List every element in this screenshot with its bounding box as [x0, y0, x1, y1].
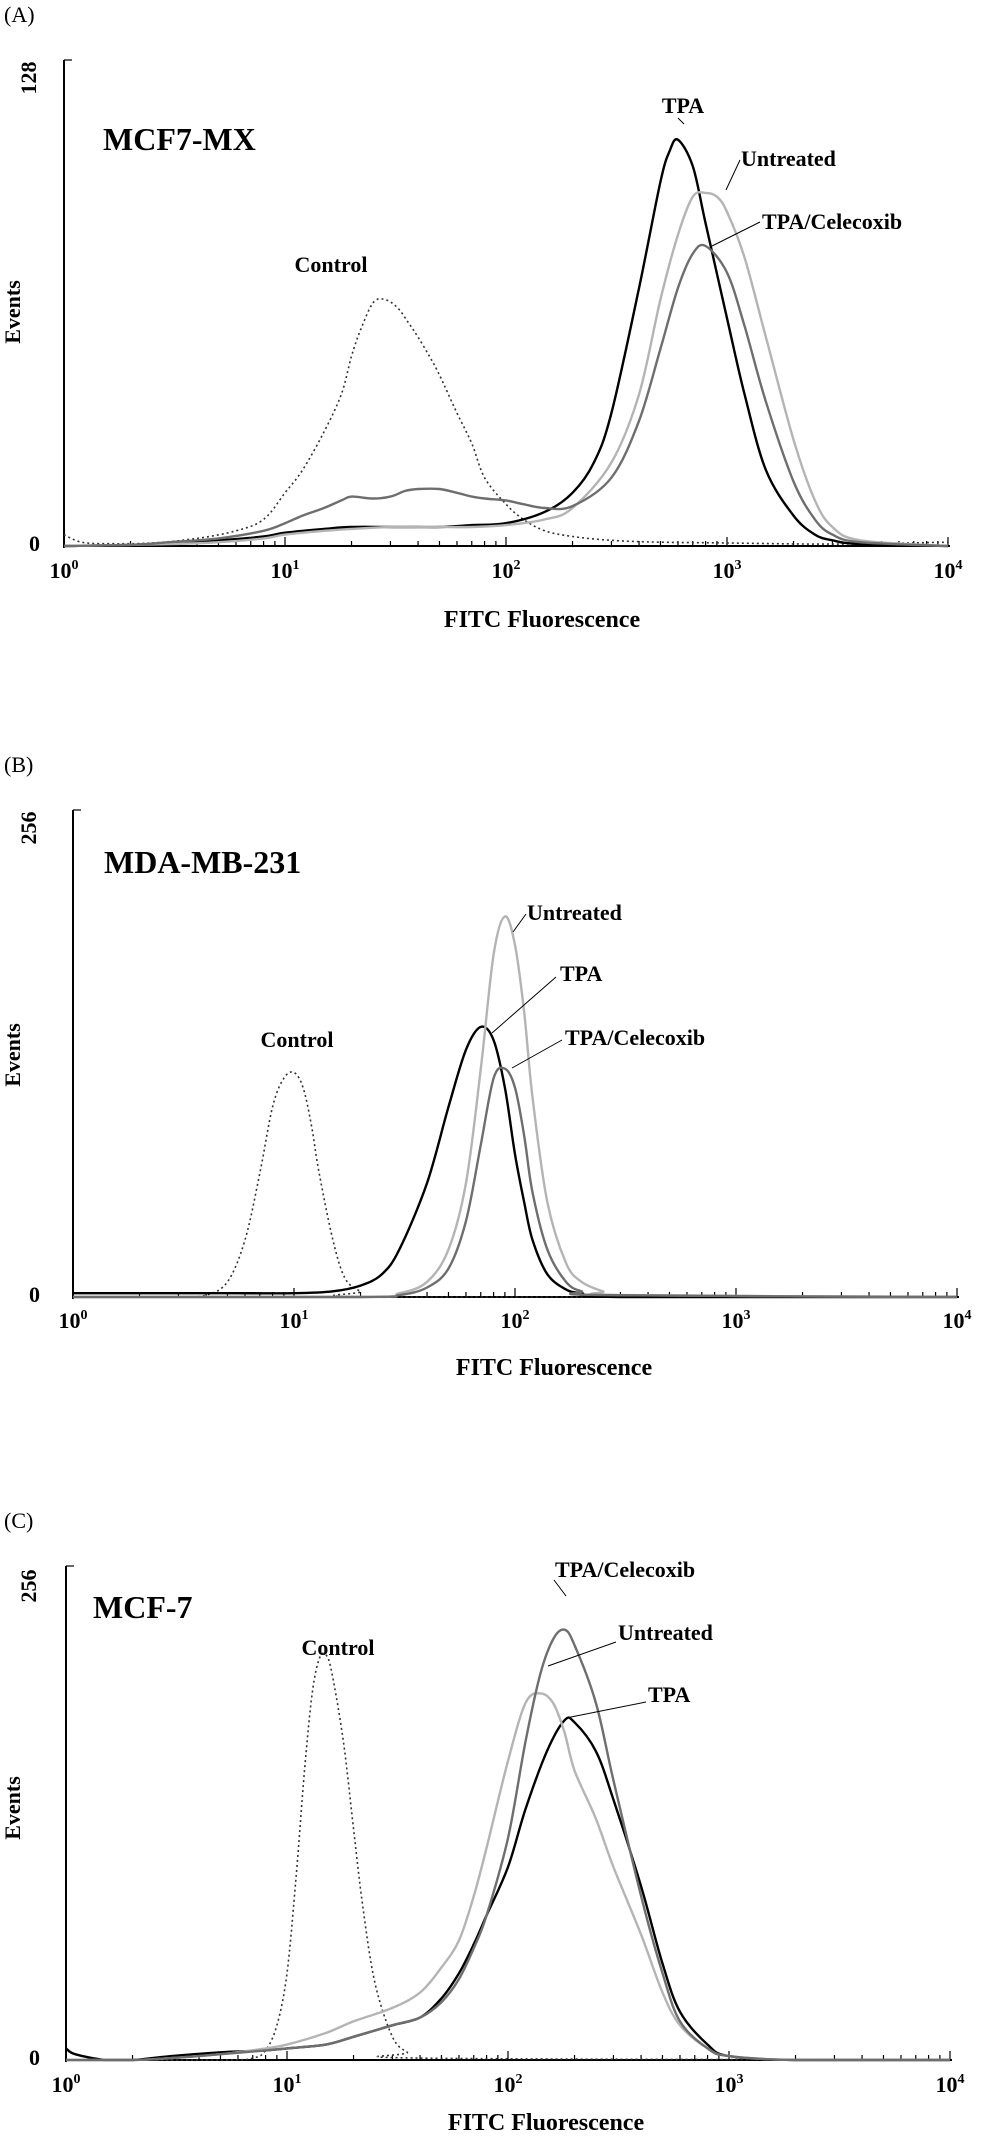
- panel-letter: (C): [4, 1508, 33, 1533]
- leader-tpa-celecoxib: [511, 1039, 563, 1069]
- series-line-tpa-celecoxib: [63, 243, 949, 548]
- label-tpa: TPA: [560, 961, 602, 986]
- leader-tpa-celecoxib: [711, 221, 761, 247]
- panel-c: (C) 256 0 Events MCF-7 FITC Fluorescence…: [0, 1508, 965, 2136]
- series-line-control: [63, 297, 949, 545]
- label-untreated: Untreated: [741, 146, 836, 171]
- label-control: Control: [261, 1027, 334, 1052]
- x-tick-labels: 100 101 102 103 104: [50, 558, 963, 583]
- label-control: Control: [295, 252, 368, 277]
- x-tick-label: 100: [52, 2072, 81, 2097]
- x-tick-label: 102: [501, 1308, 530, 1333]
- label-tpa-celecoxib: TPA/Celecoxib: [762, 209, 902, 234]
- y-axis-label: Events: [0, 280, 25, 344]
- y-tick-label-top: 256: [16, 1570, 41, 1603]
- leader-tpa-celecoxib: [553, 1579, 567, 1597]
- x-tick-labels: 100 101 102 103 104: [52, 2072, 965, 2097]
- x-tick-label: 104: [936, 2072, 965, 2097]
- plot-marks: [65, 1565, 952, 2062]
- leader-tpa: [565, 1701, 647, 1719]
- panel-a: (A) 128 0 Events MCF7-MX FITC Fluorescen…: [0, 2, 963, 633]
- y-axis-label: Events: [0, 1023, 25, 1087]
- y-tick-label-zero: 0: [29, 2045, 40, 2070]
- label-control: Control: [302, 1635, 375, 1660]
- x-tick-label: 103: [715, 2072, 744, 2097]
- series-line-tpa-celecoxib: [73, 1066, 958, 1299]
- x-tick-label: 100: [50, 558, 79, 583]
- label-tpa: TPA: [648, 1682, 690, 1707]
- series-line-control: [66, 1652, 951, 2061]
- series-line-tpa: [63, 138, 949, 548]
- series-line-control: [73, 1071, 957, 1298]
- series-line-tpa-celecoxib: [66, 1628, 950, 2062]
- plot-marks: [72, 809, 959, 1299]
- x-tick-label: 102: [492, 558, 521, 583]
- panel-letter: (B): [4, 752, 33, 777]
- leader-untreated: [547, 1641, 617, 1667]
- label-tpa-celecoxib: TPA/Celecoxib: [555, 1557, 695, 1582]
- x-tick-label: 101: [273, 2072, 302, 2097]
- series-line-tpa: [65, 1716, 950, 2062]
- x-tick-label: 103: [722, 1308, 751, 1333]
- series-line-tpa: [73, 1025, 957, 1299]
- panel-title: MCF7-MX: [103, 121, 256, 157]
- y-tick-label-top: 256: [16, 812, 41, 845]
- leader-untreated: [512, 913, 527, 933]
- panel-title: MCF-7: [93, 1589, 193, 1625]
- label-tpa: TPA: [662, 93, 704, 118]
- series-line-untreated: [66, 1692, 950, 2062]
- x-tick-label: 103: [713, 558, 742, 583]
- x-tick-label: 102: [494, 2072, 523, 2097]
- x-tick-label: 101: [271, 558, 300, 583]
- leader-untreated: [725, 159, 741, 191]
- x-axis-label: FITC Fluorescence: [448, 2110, 645, 2136]
- y-axis-label: Events: [0, 1776, 25, 1840]
- panel-title: MDA-MB-231: [104, 844, 301, 880]
- plot-marks: [63, 59, 950, 548]
- y-tick-label-top: 128: [16, 62, 41, 95]
- y-tick-label-zero: 0: [29, 1282, 40, 1307]
- label-untreated: Untreated: [618, 1620, 713, 1645]
- x-axis-label: FITC Fluorescence: [444, 607, 641, 633]
- x-tick-label: 104: [943, 1308, 972, 1333]
- label-untreated: Untreated: [527, 900, 622, 925]
- panel-letter: (A): [4, 2, 35, 27]
- y-tick-label-zero: 0: [29, 531, 40, 556]
- x-tick-labels: 100 101 102 103 104: [59, 1308, 972, 1333]
- x-tick-label: 104: [934, 558, 963, 583]
- x-axis-label: FITC Fluorescence: [456, 1355, 653, 1381]
- label-tpa-celecoxib: TPA/Celecoxib: [565, 1025, 705, 1050]
- series-line-untreated: [63, 190, 949, 548]
- series-line-untreated: [73, 915, 958, 1299]
- leader-tpa: [491, 976, 557, 1034]
- x-tick-label: 101: [280, 1308, 309, 1333]
- x-tick-label: 100: [59, 1308, 88, 1333]
- panel-b: (B) 256 0 Events MDA-MB-231 FITC Fluores…: [0, 752, 972, 1381]
- leader-tpa: [677, 117, 685, 125]
